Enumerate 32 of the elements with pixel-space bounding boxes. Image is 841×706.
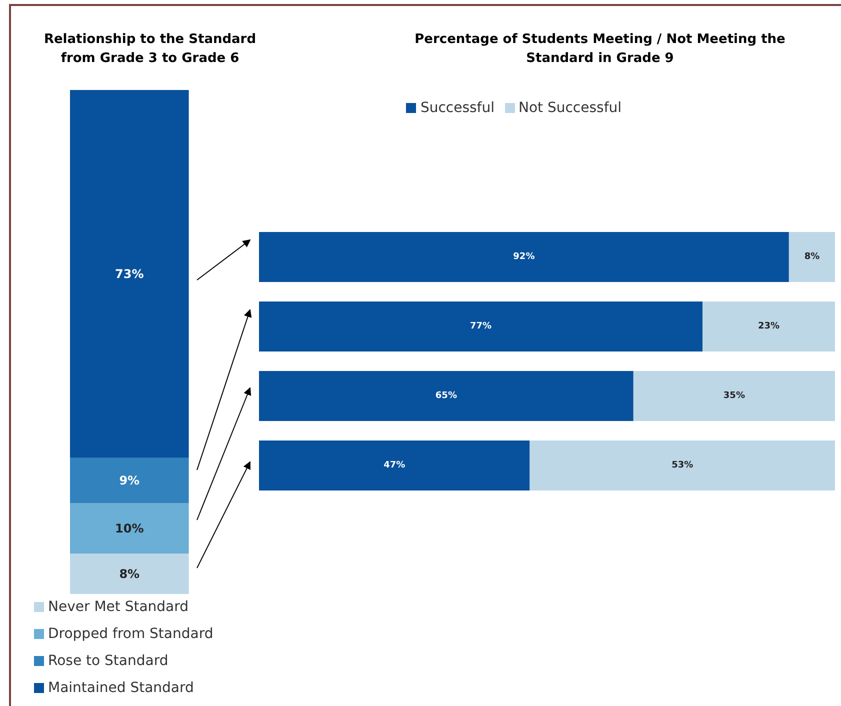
- data-label: 73%: [115, 266, 144, 281]
- data-label: 47%: [384, 460, 406, 470]
- data-label: 23%: [758, 322, 780, 332]
- data-label: 8%: [804, 252, 820, 262]
- legend-label: Never Met Standard: [48, 599, 189, 615]
- data-label: 10%: [115, 521, 144, 536]
- legend-label: Rose to Standard: [48, 653, 168, 669]
- bar: [259, 302, 703, 352]
- bar: [70, 554, 189, 594]
- legend-label: Successful: [420, 100, 494, 116]
- data-label: 65%: [435, 391, 457, 401]
- bar: [70, 90, 189, 458]
- data-label: 92%: [513, 252, 535, 262]
- legend-label: Maintained Standard: [48, 680, 194, 696]
- legend-label: Not Successful: [518, 100, 622, 116]
- data-label: 53%: [672, 460, 694, 470]
- bar: [70, 503, 189, 554]
- bar: [633, 371, 835, 421]
- bar: [259, 440, 530, 490]
- bar: [788, 232, 835, 282]
- data-label: 35%: [723, 391, 745, 401]
- data-label: 9%: [119, 474, 140, 488]
- bar: [530, 440, 835, 490]
- chart-title: Relationship to the Standard from Grade 3 to Grade 6: [42, 31, 258, 68]
- bar: [259, 371, 634, 421]
- bar: [702, 302, 835, 352]
- data-label: 77%: [470, 322, 492, 332]
- bar: [70, 458, 189, 504]
- chart-title: Percentage of Students Meeting / Not Meeting the Standard in Grade 9: [414, 31, 786, 68]
- bar: [259, 232, 789, 282]
- legend-label: Dropped from Standard: [48, 626, 214, 642]
- data-label: 8%: [119, 566, 140, 581]
